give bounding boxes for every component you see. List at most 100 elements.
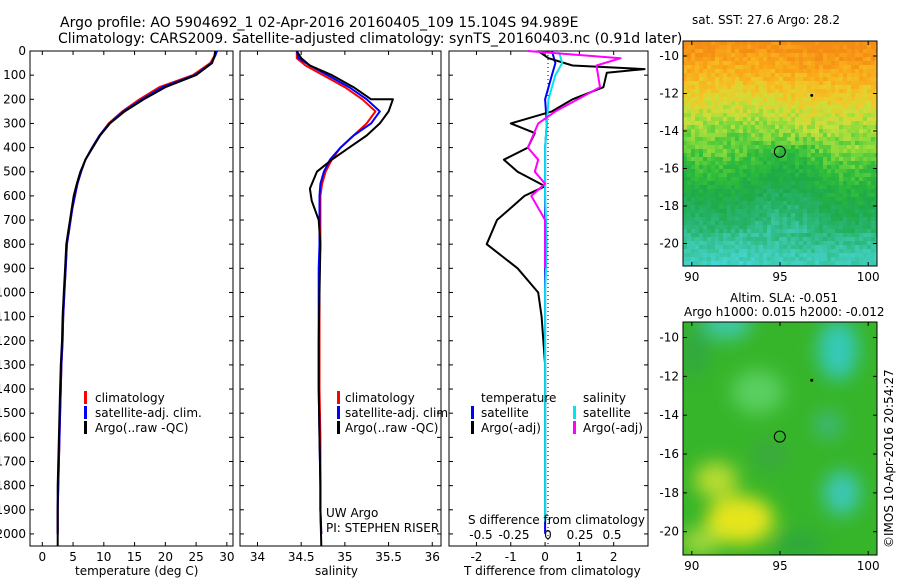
sst-cell xyxy=(703,137,707,141)
sst-cell xyxy=(723,125,727,129)
sst-cell xyxy=(823,201,827,205)
sst-cell xyxy=(835,193,839,197)
sst-cell xyxy=(855,213,859,217)
sst-cell xyxy=(835,173,839,177)
sst-cell xyxy=(687,85,691,89)
sst-cell xyxy=(843,89,847,93)
legend-swatch-s-argo xyxy=(573,421,576,434)
sst-cell xyxy=(803,173,807,177)
argo-line xyxy=(56,50,217,546)
sst-cell xyxy=(707,97,711,101)
sst-cell xyxy=(687,233,691,237)
sst-cell xyxy=(743,241,747,245)
sst-cell xyxy=(823,57,827,61)
sst-cell xyxy=(763,185,767,189)
sst-cell xyxy=(799,193,803,197)
sst-cell xyxy=(795,237,799,241)
sst-cell xyxy=(791,61,795,65)
sst-cell xyxy=(759,169,763,173)
sst-cell xyxy=(707,145,711,149)
sst-cell xyxy=(831,73,835,77)
sst-cell xyxy=(847,57,851,61)
legend-label-t-argo: Argo(-adj) xyxy=(481,421,541,435)
sst-cell xyxy=(775,65,779,69)
sst-cell xyxy=(723,145,727,149)
sst-cell xyxy=(715,105,719,109)
sst-cell xyxy=(731,249,735,253)
sst-cell xyxy=(763,217,767,221)
sst-cell xyxy=(699,213,703,217)
sst-cell xyxy=(723,61,727,65)
sst-cell xyxy=(763,89,767,93)
salinity-series xyxy=(295,50,394,547)
sst-cell xyxy=(683,61,687,65)
sst-cell xyxy=(763,101,767,105)
sst-cell xyxy=(839,157,843,161)
sst-cell xyxy=(743,73,747,77)
sst-cell xyxy=(767,193,771,197)
sst-cell xyxy=(843,85,847,89)
sst-cell xyxy=(791,249,795,253)
sst-cell xyxy=(875,109,877,113)
sst-cell xyxy=(719,93,723,97)
sst-cell xyxy=(759,185,763,189)
sst-cell xyxy=(771,109,775,113)
sst-cell xyxy=(823,253,827,257)
sst-cell xyxy=(795,109,799,113)
sst-cell xyxy=(783,129,787,133)
sst-cell xyxy=(755,209,759,213)
sst-cell xyxy=(731,189,735,193)
sst-cell xyxy=(799,221,803,225)
sst-cell xyxy=(851,109,855,113)
sst-cell xyxy=(723,53,727,57)
lat-tick-label: -16 xyxy=(659,162,679,176)
sst-cell xyxy=(783,53,787,57)
sst-map-markers xyxy=(773,93,814,158)
sst-cell xyxy=(755,97,759,101)
sst-cell xyxy=(707,197,711,201)
sst-cell xyxy=(719,65,723,69)
sst-cell xyxy=(851,201,855,205)
sst-cell xyxy=(867,189,871,193)
sst-cell xyxy=(843,233,847,237)
sst-cell xyxy=(707,193,711,197)
sst-cell xyxy=(715,57,719,61)
sst-cell xyxy=(855,165,859,169)
sst-cell xyxy=(743,237,747,241)
sst-cell xyxy=(759,105,763,109)
sst-cell xyxy=(687,245,691,249)
sst-cell xyxy=(847,149,851,153)
sst-cell xyxy=(727,257,731,261)
sst-cell xyxy=(707,161,711,165)
sst-cell xyxy=(859,93,863,97)
sst-cell xyxy=(807,101,811,105)
sst-cell xyxy=(795,201,799,205)
sst-cell xyxy=(747,121,751,125)
sst-cell xyxy=(847,113,851,117)
sst-cell xyxy=(723,149,727,153)
sst-cell xyxy=(771,185,775,189)
sst-cell xyxy=(871,97,875,101)
sst-cell xyxy=(683,201,687,205)
sst-cell xyxy=(691,257,695,261)
sst-cell xyxy=(835,225,839,229)
sst-cell xyxy=(851,53,855,57)
depth-tick-label: 300 xyxy=(3,116,26,130)
sst-cell xyxy=(855,121,859,125)
sst-cell xyxy=(867,197,871,201)
sst-cell xyxy=(771,113,775,117)
sst-cell xyxy=(759,73,763,77)
sst-cell xyxy=(847,73,851,77)
sst-cell xyxy=(859,89,863,93)
sst-cell xyxy=(687,157,691,161)
sst-cell xyxy=(759,49,763,53)
sst-cell xyxy=(755,69,759,73)
sst-cell xyxy=(715,117,719,121)
sst-cell xyxy=(763,133,767,137)
sst-cell xyxy=(715,213,719,217)
sst-cell xyxy=(803,205,807,209)
sst-cell xyxy=(811,221,815,225)
sst-cell xyxy=(807,221,811,225)
lat-tick-label: -16 xyxy=(659,447,679,461)
sst-cell xyxy=(787,65,791,69)
